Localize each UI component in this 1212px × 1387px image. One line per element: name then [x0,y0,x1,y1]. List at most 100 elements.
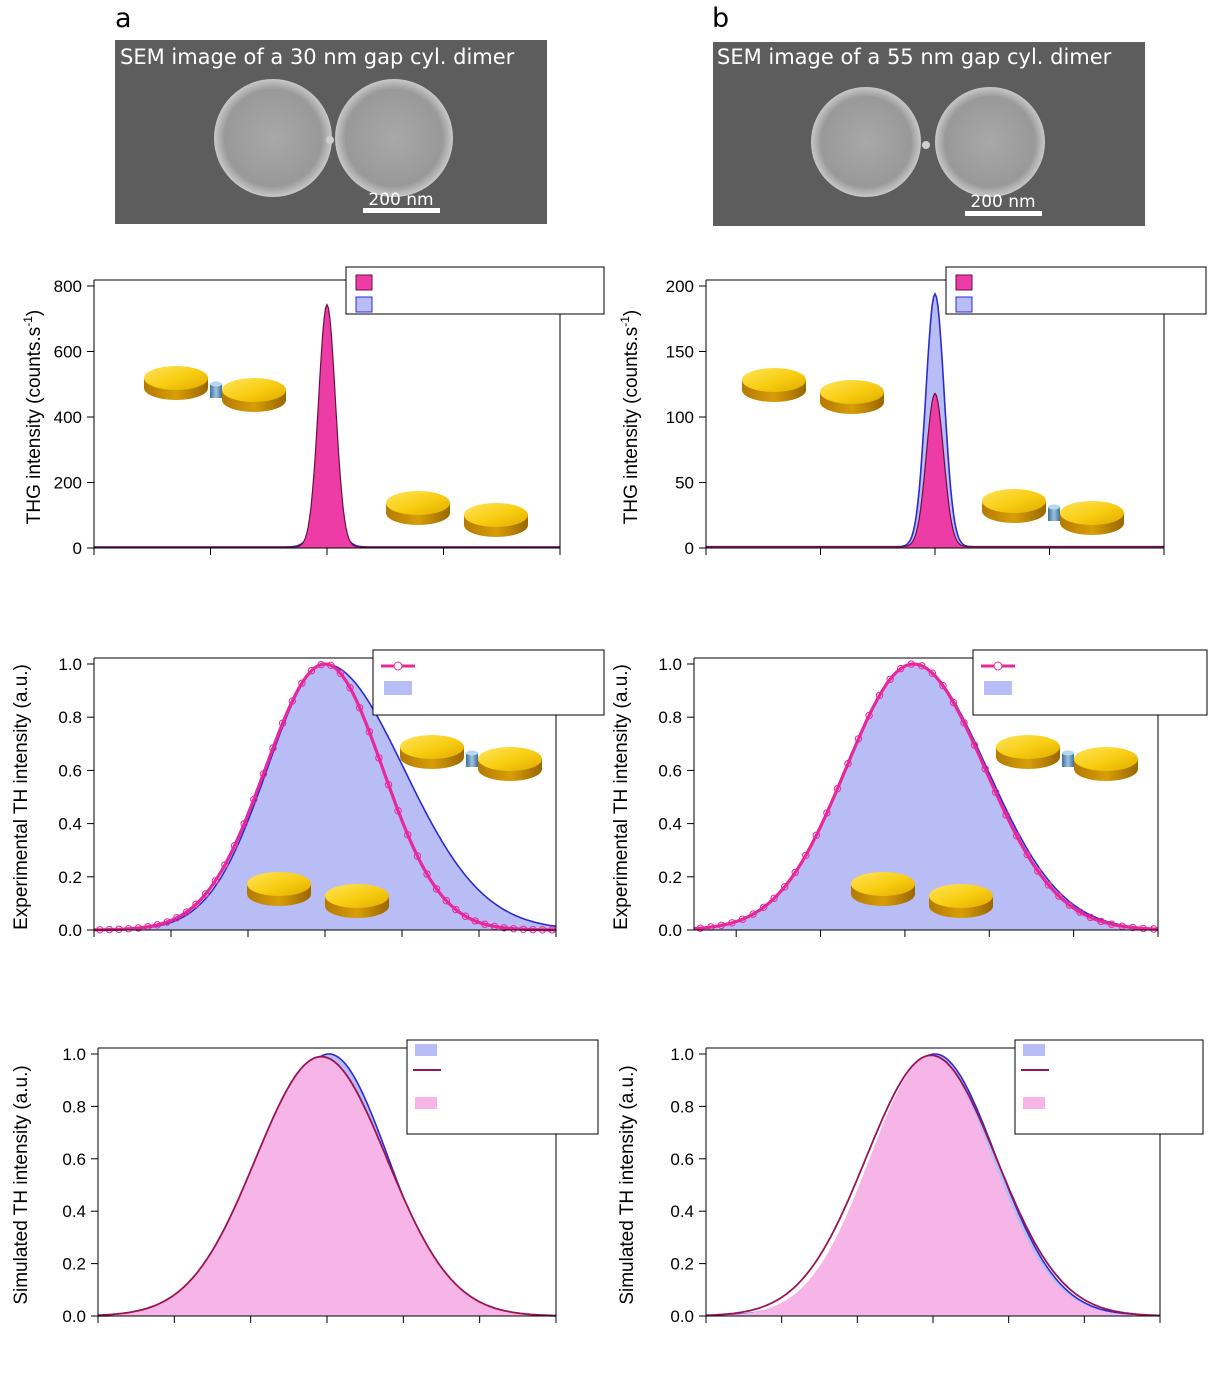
series-marker-e [182,908,191,916]
ito-cylinder-icon [210,381,222,398]
legend-swatch-marker-f [993,661,1003,671]
gold-disc-icon [144,366,208,400]
series-marker-e [384,781,393,789]
ito-top [466,750,478,756]
gold-disc-icon [325,884,389,918]
series-line-e-1 [93,662,556,932]
series-marker-e [278,719,287,727]
gold-disc-top [222,378,286,402]
y-axis-label-g: Simulated TH intensity (a.u.) [11,1065,32,1304]
sem-image-b [713,42,1145,226]
legend-swatch-h [1023,1044,1045,1056]
ito-side [210,384,222,398]
series-marker-e [423,870,431,878]
series-marker-f [1086,913,1095,922]
series-marker-f [875,691,884,699]
legend-box-h [1014,1039,1204,1135]
series-marker-f [897,664,905,673]
series-marker-e [211,877,220,885]
y-tick-label-e: 0.4 [58,815,82,834]
series-marker-e [173,914,181,922]
y-tick-label-f: 0.4 [658,815,682,834]
series-marker-f [823,809,831,817]
series-area-d-1 [706,393,1164,548]
panel-b: b SEM image of a 55 nm gap cyl. dimer 20… [712,3,1145,226]
y-label-sup: -1 [21,316,35,327]
gold-disc-icon [386,491,450,525]
series-marker-e [509,925,518,933]
legend-swatch-marker-e [393,661,403,671]
y-label-text: THG intensity (counts.s [621,327,642,524]
hybrid-dimer-illustration [144,366,286,412]
gold-disc-top [400,735,464,759]
scalebar-a [363,208,440,213]
series-marker-f [1055,892,1063,900]
ito-top [210,381,222,387]
y-tick-label-d: 0 [685,539,694,558]
series-marker-e [442,897,450,905]
chart-f: 0.0 0.2 0.4 0.6 0.8 1.0 Experimental TH intens… [611,649,1208,940]
chart-g: 0.0 0.2 0.4 0.6 0.8 1.0 Simulated TH intensity… [11,1039,599,1326]
gold-disc-icon [982,489,1046,523]
series-marker-f [844,759,852,768]
legend-box-d [945,266,1207,315]
series-marker-e [375,754,383,762]
y-tick-label-d: 150 [666,343,694,362]
gold-disc-icon [1060,501,1124,535]
gold-disc-top [820,380,884,404]
y-tick-label-c: 800 [54,277,82,296]
scalebar-label-a: 200 nm [368,190,433,210]
y-tick-label-e: 0.6 [58,761,82,780]
series-marker-f [949,698,958,707]
series-marker-e [317,660,325,669]
series-marker-f [717,921,726,929]
gold-disc-icon [222,378,286,412]
series-line-h-1 [706,1054,1161,1317]
y-tick-label-g: 0.0 [62,1307,86,1326]
y-tick-label-d: 50 [675,474,694,493]
series-marker-f [907,660,915,668]
gold-disc-top [325,884,389,908]
gold-disc-icon [851,872,915,906]
legend-swatch-c [355,274,373,291]
series-marker-f [1118,922,1126,930]
series-marker-e [192,900,200,908]
series-area-h-2 [706,1055,1160,1316]
y-tick-label-g: 0.6 [62,1150,86,1169]
gold-disc-top [996,735,1060,759]
legend-e [372,649,605,716]
series-marker-e [461,912,470,920]
series-marker-e [153,921,162,929]
series-marker-f [728,919,736,927]
series-line-g-1 [97,1055,557,1317]
y-tick-label-g: 0.8 [62,1097,86,1116]
series-marker-e [413,852,422,860]
y-tick-label-f: 0.0 [658,921,682,940]
series-marker-e [355,704,364,712]
series-marker-e [240,820,248,828]
ito-cylinder-icon [1048,504,1060,521]
y-tick-label-e: 0.8 [58,708,82,727]
gold-disc-top [386,491,450,515]
sem-particle-b-left [811,87,921,197]
gold-disc-icon [464,503,528,537]
y-axis-label-d: THG intensity (counts.s-1) [618,310,642,524]
series-marker-e [519,925,527,933]
series-marker-f [1013,832,1021,840]
series-marker-e [452,905,460,914]
series-marker-e [327,661,335,669]
series-marker-f [1034,867,1042,875]
series-marker-e [124,925,133,933]
y-label-text: THG intensity (counts.s [24,327,45,524]
y-label-sup: -1 [618,316,632,327]
series-marker-f [833,785,842,793]
series-marker-e [500,924,508,932]
scalebar-b [965,211,1042,216]
series-marker-e [115,925,123,933]
series-marker-e [298,679,306,687]
y-tick-label-c: 200 [54,474,82,493]
legend-swatch-g [415,1097,437,1109]
series-area-e-0 [94,664,556,930]
gold-disc-top [929,884,993,908]
